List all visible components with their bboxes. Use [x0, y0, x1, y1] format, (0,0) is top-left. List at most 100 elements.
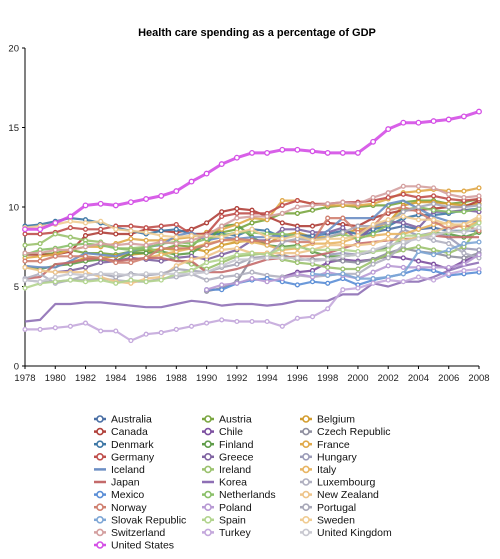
axes: 0 5 10 15 20 1978 1980 1982 1984 1986 1988 1990 1992… [8, 44, 489, 385]
data-point [98, 260, 104, 266]
data-point [82, 320, 89, 326]
data-point [143, 250, 149, 256]
data-point [218, 161, 225, 168]
legend-swatch-marker [302, 490, 310, 499]
data-point [52, 219, 59, 226]
legend-swatch-marker [204, 415, 212, 423]
legend-swatch-marker [302, 452, 310, 461]
data-point [325, 272, 331, 278]
legend-swatch-marker [204, 503, 212, 512]
data-point [67, 218, 73, 224]
data-point [461, 268, 467, 274]
data-point [234, 221, 240, 228]
legend-swatch-marker [204, 528, 212, 537]
y-tick-label: 10 [8, 203, 19, 214]
data-point [219, 282, 225, 288]
data-point [294, 210, 300, 216]
data-point [385, 231, 391, 237]
data-point [446, 241, 452, 247]
data-point [355, 285, 361, 291]
data-point [52, 269, 58, 275]
legend-item: Chile [202, 426, 243, 438]
data-point [158, 233, 164, 239]
legend-label: Norway [111, 502, 147, 514]
data-point [234, 236, 240, 242]
data-point [82, 244, 89, 250]
chart-title: Health care spending as a percentage of … [138, 27, 376, 39]
data-point [67, 225, 73, 231]
legend-swatch-marker [302, 415, 310, 423]
series-line [24, 199, 479, 269]
data-point [431, 217, 437, 223]
data-point [446, 221, 452, 228]
legend-item: Norway [94, 502, 147, 514]
x-tick-label: 1992 [226, 373, 247, 384]
data-point [400, 209, 406, 215]
data-point [431, 264, 437, 270]
legend-swatch-marker [302, 465, 310, 474]
data-point [279, 202, 285, 208]
data-point [355, 242, 361, 248]
data-point [415, 248, 422, 255]
legend-item: Finland [202, 439, 254, 451]
data-point [143, 255, 149, 261]
data-point [264, 234, 270, 240]
data-point [67, 242, 73, 248]
legend-item: Belgium [300, 414, 355, 426]
data-point [340, 271, 346, 277]
x-tick-label: 1984 [105, 373, 126, 384]
data-point [219, 256, 225, 263]
data-point [249, 250, 255, 256]
data-point [385, 207, 391, 213]
data-point [340, 258, 346, 264]
legend-item: Hungary [300, 451, 357, 463]
data-point [249, 149, 255, 156]
data-point [431, 207, 437, 213]
y-tick-label: 5 [14, 282, 19, 293]
data-point [461, 204, 467, 210]
data-point [279, 146, 286, 153]
x-tick-label: 1978 [14, 373, 35, 384]
data-point [233, 154, 240, 161]
legend-swatch-marker [96, 415, 104, 423]
data-point [204, 277, 210, 283]
legend-swatch-marker [96, 490, 104, 499]
data-point [234, 210, 240, 216]
data-point [309, 148, 316, 155]
data-point [188, 226, 195, 232]
data-point [67, 213, 74, 220]
data-point [128, 272, 134, 278]
data-point [279, 236, 285, 242]
data-point [385, 190, 391, 196]
data-point [431, 185, 437, 191]
legend-item: Portugal [300, 502, 356, 514]
data-point [67, 247, 73, 253]
data-point [22, 231, 28, 237]
legend-swatch-marker [302, 440, 310, 449]
data-point [249, 226, 255, 232]
series-lines [22, 108, 482, 344]
data-point [415, 217, 422, 223]
data-point [400, 119, 407, 126]
data-point [415, 226, 422, 232]
data-point [431, 252, 437, 258]
data-point [37, 231, 43, 237]
legend-swatch-marker [204, 515, 212, 524]
data-point [113, 231, 119, 237]
legend-label: Spain [219, 514, 246, 526]
data-point [22, 277, 28, 283]
data-point [52, 231, 58, 237]
legend-item: Sweden [300, 514, 355, 526]
legend-item: Australia [94, 414, 152, 426]
legend-label: Netherlands [219, 489, 276, 501]
data-point [97, 200, 104, 207]
legend-swatch-marker [96, 503, 104, 512]
data-point [204, 269, 210, 275]
data-point [22, 326, 28, 332]
data-point [325, 242, 331, 248]
data-point [370, 221, 376, 228]
data-point [446, 247, 452, 253]
legend-item: Canada [94, 426, 148, 438]
data-point [279, 250, 285, 256]
data-point [158, 245, 164, 251]
